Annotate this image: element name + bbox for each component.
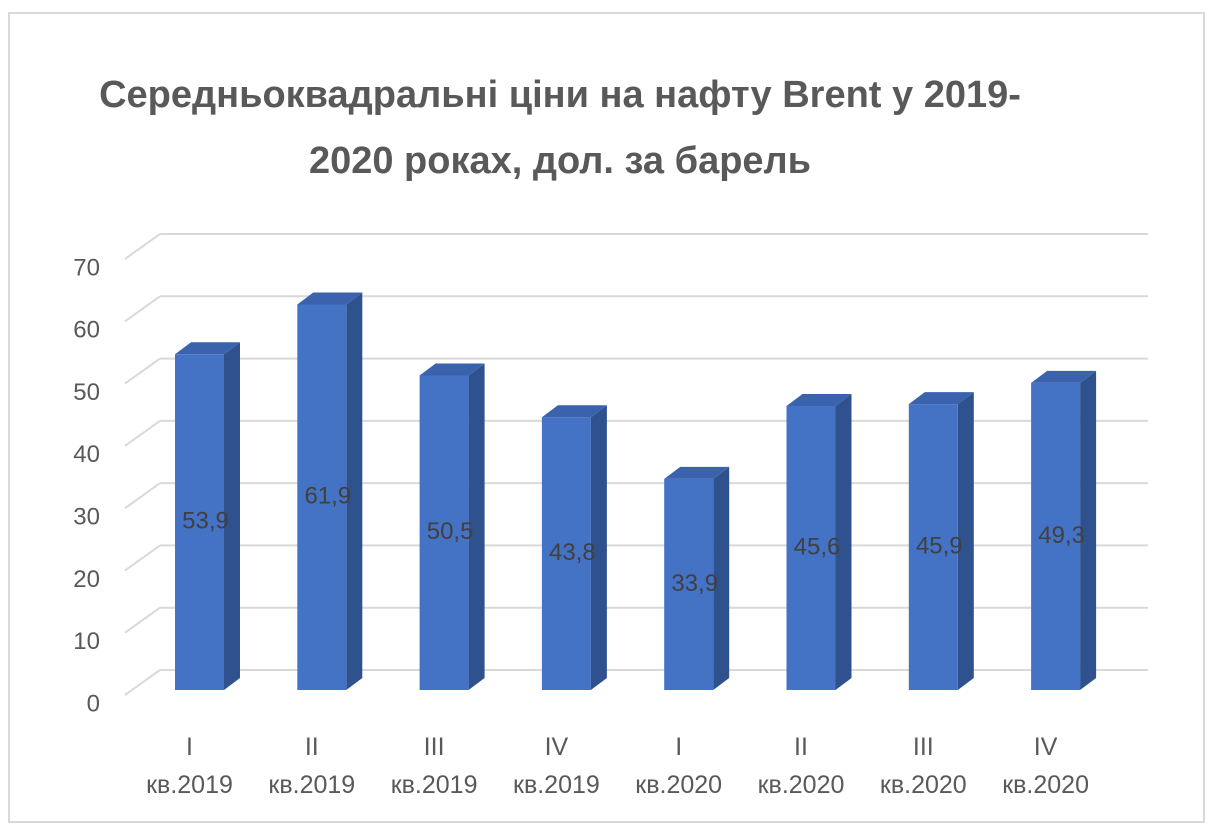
bar xyxy=(664,478,714,690)
grid-line-depth xyxy=(124,669,161,696)
bar-top xyxy=(1031,370,1097,383)
value-label: 61,9 xyxy=(304,483,351,510)
bar-top xyxy=(664,466,730,479)
value-label: 50,5 xyxy=(427,518,474,545)
bar-top xyxy=(297,292,363,305)
bar xyxy=(786,405,836,690)
y-tick-label: 50 xyxy=(73,379,100,406)
y-tick-label: 40 xyxy=(73,441,100,468)
x-tick-label: I кв.2020 xyxy=(635,733,723,799)
chart-frame xyxy=(8,12,1205,823)
y-tick-label: 60 xyxy=(73,317,100,344)
value-label: 53,9 xyxy=(182,507,229,534)
grid-line-depth xyxy=(124,544,161,572)
y-tick-label: 20 xyxy=(73,566,100,593)
x-tick-label: III кв.2019 xyxy=(390,733,478,799)
x-tick-label: I кв.2019 xyxy=(146,733,233,799)
y-tick-label: 70 xyxy=(73,254,100,281)
y-tick-label: 0 xyxy=(87,690,100,717)
bar xyxy=(297,304,347,690)
y-tick-label: 10 xyxy=(73,628,100,655)
bar-side xyxy=(224,342,240,690)
bar-side xyxy=(713,466,730,690)
bar-top xyxy=(175,342,240,355)
value-label: 45,9 xyxy=(916,532,963,559)
bar-top xyxy=(541,405,607,418)
chart-title: Середньоквадральні ціни на нафту Brent у… xyxy=(99,74,1021,182)
x-tick-label: II кв.2020 xyxy=(757,733,845,799)
value-label: 33,9 xyxy=(671,570,718,597)
grid-line-depth xyxy=(124,482,161,509)
grid-line-depth xyxy=(124,606,161,634)
bar xyxy=(175,354,224,690)
x-tick-label: IV кв.2020 xyxy=(1002,733,1089,799)
value-label: 43,8 xyxy=(549,539,596,566)
bar-top xyxy=(786,393,852,406)
value-label: 49,3 xyxy=(1038,522,1085,549)
bar xyxy=(908,404,958,690)
value-label: 45,6 xyxy=(794,533,841,560)
grid-line-depth xyxy=(124,233,161,260)
bar-side xyxy=(468,363,485,690)
x-tick-label: II кв.2019 xyxy=(268,733,356,799)
x-tick-label: III кв.2020 xyxy=(879,733,967,799)
grid-line-depth xyxy=(124,357,161,385)
x-tick-label: IV кв.2019 xyxy=(513,733,600,799)
bar-side xyxy=(1080,370,1097,690)
bar-top xyxy=(419,363,485,376)
y-tick-label: 30 xyxy=(73,503,100,530)
bar xyxy=(1031,382,1081,690)
bar xyxy=(419,375,469,690)
bar-side xyxy=(346,292,363,690)
bar-side xyxy=(590,405,607,690)
bar xyxy=(541,417,591,690)
bar-top xyxy=(908,392,974,405)
bar-side xyxy=(835,393,852,690)
grid-line-depth xyxy=(124,420,161,447)
grid-line-depth xyxy=(124,295,161,323)
bar-side xyxy=(957,392,974,690)
